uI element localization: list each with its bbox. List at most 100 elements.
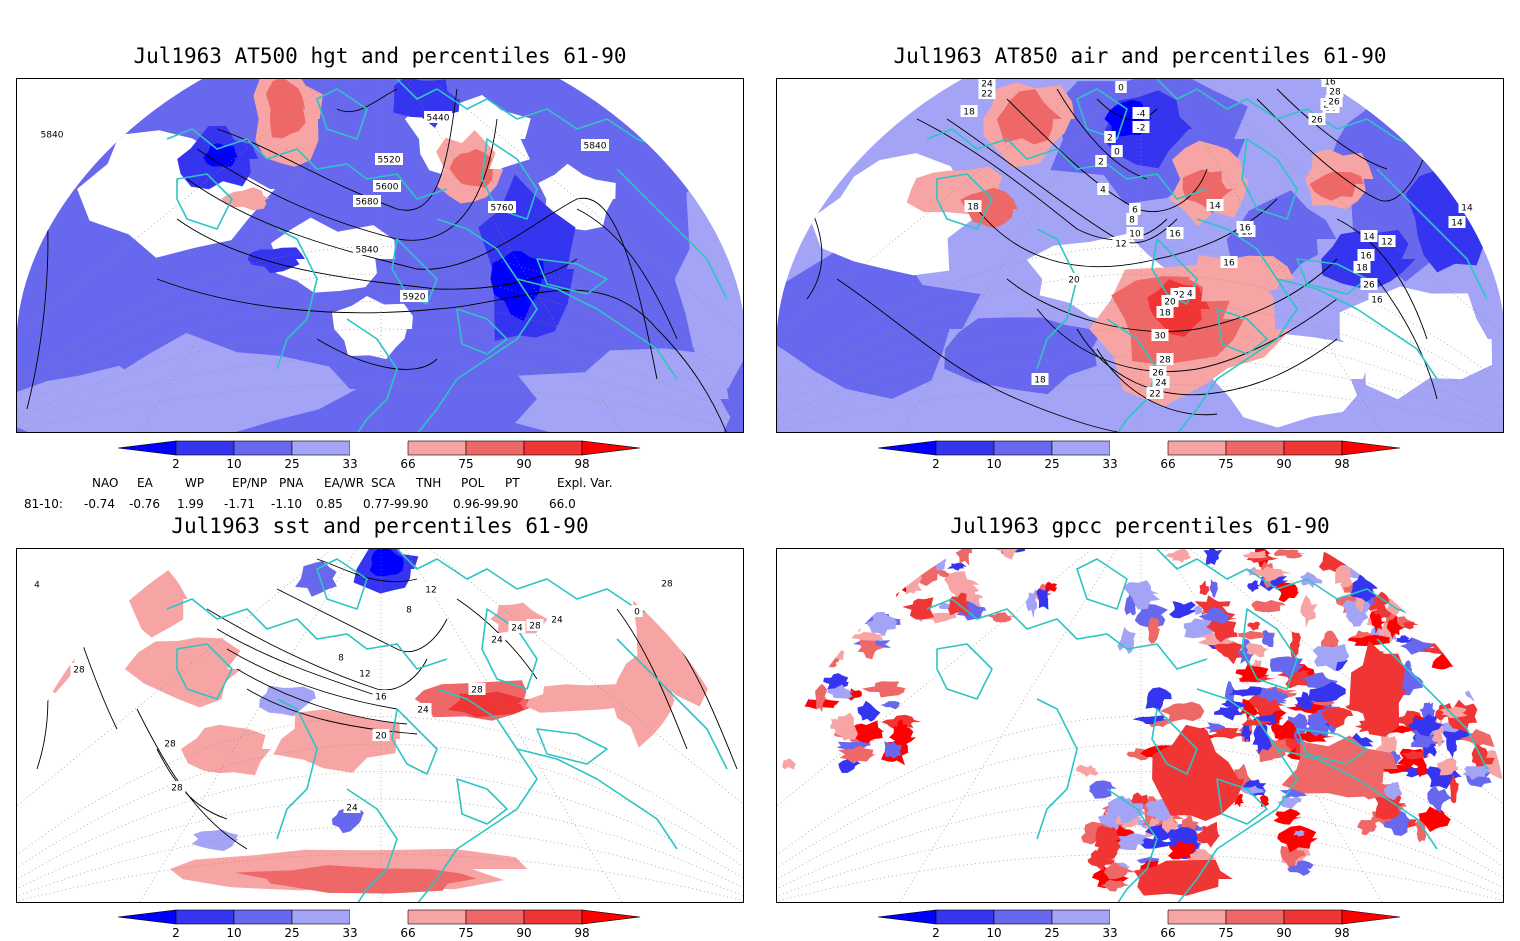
coastlines — [926, 549, 1488, 902]
contour-label: 16 — [1371, 296, 1383, 306]
percentile-shade — [1335, 564, 1353, 590]
percentile-shade — [1292, 830, 1305, 837]
percentile-shade — [816, 594, 836, 624]
contour-label-bg — [161, 737, 179, 749]
contour-label: 16 — [375, 693, 387, 703]
contour-label: 5840 — [356, 246, 379, 256]
percentile-shade — [611, 653, 675, 748]
colorbar-tick-label: 10 — [986, 926, 1001, 940]
percentile-shade — [1350, 630, 1373, 644]
contour-label-bg — [1129, 203, 1141, 215]
percentile-shade — [1299, 571, 1322, 589]
percentile-shade — [1369, 611, 1387, 634]
contour-label-bg — [1236, 221, 1254, 233]
percentile-shade — [845, 609, 863, 618]
index-value: 0.77-99.90 — [363, 497, 429, 511]
contour-label-bg — [964, 200, 982, 212]
contour-label-bg — [1112, 237, 1130, 249]
contour-label: 5760 — [491, 204, 514, 214]
contour-label-bg — [1152, 376, 1170, 388]
colorbar-arrow-low — [117, 909, 177, 925]
contour-label: 4 — [34, 581, 40, 591]
percentile-shade — [1469, 658, 1503, 679]
contour-label: 0 — [1114, 148, 1120, 158]
index-value: 0.85 — [316, 497, 343, 511]
percentile-shade — [896, 719, 908, 746]
contour-label-bg — [548, 613, 566, 625]
contour-label-bg — [1206, 199, 1224, 211]
contour-label: 30 — [1154, 332, 1166, 342]
percentile-shade — [1277, 825, 1318, 853]
contour-label: 20 — [1068, 276, 1080, 286]
percentile-shade — [1419, 581, 1448, 596]
contour-label: 8 — [1129, 216, 1135, 226]
percentile-shade — [1258, 685, 1288, 703]
map-air850: 2422180-4-220246810121416181616121416182… — [776, 78, 1504, 433]
percentile-shade — [1437, 757, 1458, 776]
contour-label: 18 — [1034, 376, 1046, 386]
percentile-shade — [1145, 687, 1172, 711]
contour-label-bg — [353, 243, 381, 255]
percentile-shade — [1094, 827, 1122, 853]
percentile-shade — [1235, 664, 1269, 683]
contour-label-bg — [414, 703, 432, 715]
percentile-shade — [866, 611, 898, 637]
contour-label: 5600 — [376, 183, 399, 193]
contour-label: 24 — [491, 636, 503, 646]
contour-label: 8 — [406, 606, 412, 616]
contour-label: 20 — [1164, 298, 1176, 308]
percentile-shade — [880, 701, 902, 710]
percentile-shade — [902, 597, 935, 620]
percentile-shade — [1384, 580, 1401, 597]
colorbar-segment — [1225, 909, 1285, 925]
contour-label-bg — [372, 690, 390, 702]
percentile-shade — [847, 632, 887, 641]
colorbar-segment — [1110, 441, 1168, 455]
colorbar-gpcc: 2 10 25 33 66 75 90 98 — [877, 909, 1401, 940]
contour-label: 24 — [511, 624, 523, 634]
percentile-shade — [1474, 607, 1503, 623]
percentile-shade — [1132, 715, 1169, 725]
index-row-label: 81-10: — [24, 497, 63, 511]
percentile-shade — [1212, 638, 1246, 665]
percentile-shade — [827, 684, 854, 699]
contour-label-bg — [1321, 79, 1339, 87]
map-sst-svg: 28 28 8 12 16 20 24 24 24 24 24 28 28 28 28 0 4 8 12 — [17, 549, 743, 902]
map-hgt500: 5440 5520 5600 5680 5760 5840 5840 5840 5920 — [16, 78, 744, 433]
contour-label-bg — [1151, 329, 1169, 341]
contour-label-bg — [1166, 227, 1184, 239]
contour-label-bg — [1448, 216, 1466, 228]
colorbar-arrow-high — [1341, 440, 1401, 456]
colorbar-tick-label: 25 — [1044, 926, 1059, 940]
map-gpcc-svg — [777, 549, 1503, 902]
map-gpcc — [776, 548, 1504, 903]
percentile-shade — [1472, 577, 1503, 606]
percentile-shade — [813, 561, 853, 577]
percentile-shade — [1204, 722, 1232, 735]
contour-label-bg — [356, 667, 374, 679]
percentile-shade — [1430, 617, 1459, 641]
percentile-shade — [490, 251, 545, 321]
percentile-shade — [1134, 604, 1168, 628]
percentile-shade — [1137, 837, 1171, 849]
contour-label: 18 — [1356, 264, 1368, 274]
percentile-shade — [1395, 635, 1413, 643]
colorbar-tick-label: 2 — [932, 926, 940, 940]
percentile-shade — [221, 187, 270, 211]
index-header: PT — [505, 476, 520, 490]
contour-label: 26 — [1328, 98, 1340, 108]
percentile-shade — [1075, 764, 1099, 777]
percentile-shade — [1414, 588, 1449, 602]
contour-label: 18 — [963, 108, 975, 118]
colorbar-segment — [350, 441, 408, 455]
percentile-shade — [1407, 714, 1445, 737]
percentile-shade — [1424, 593, 1437, 611]
map-hgt500-svg: 5440 5520 5600 5680 5760 5840 5840 5840 5920 — [17, 79, 743, 432]
contour-label-bg — [1357, 249, 1375, 261]
contour-label-bg — [1111, 145, 1123, 157]
colorbar-tick-label: 75 — [1218, 926, 1233, 940]
percentile-shade — [1384, 781, 1403, 801]
contour-label-bg — [960, 105, 978, 117]
index-value: 0.96-99.90 — [453, 497, 519, 511]
contour-label-bg — [581, 139, 609, 151]
